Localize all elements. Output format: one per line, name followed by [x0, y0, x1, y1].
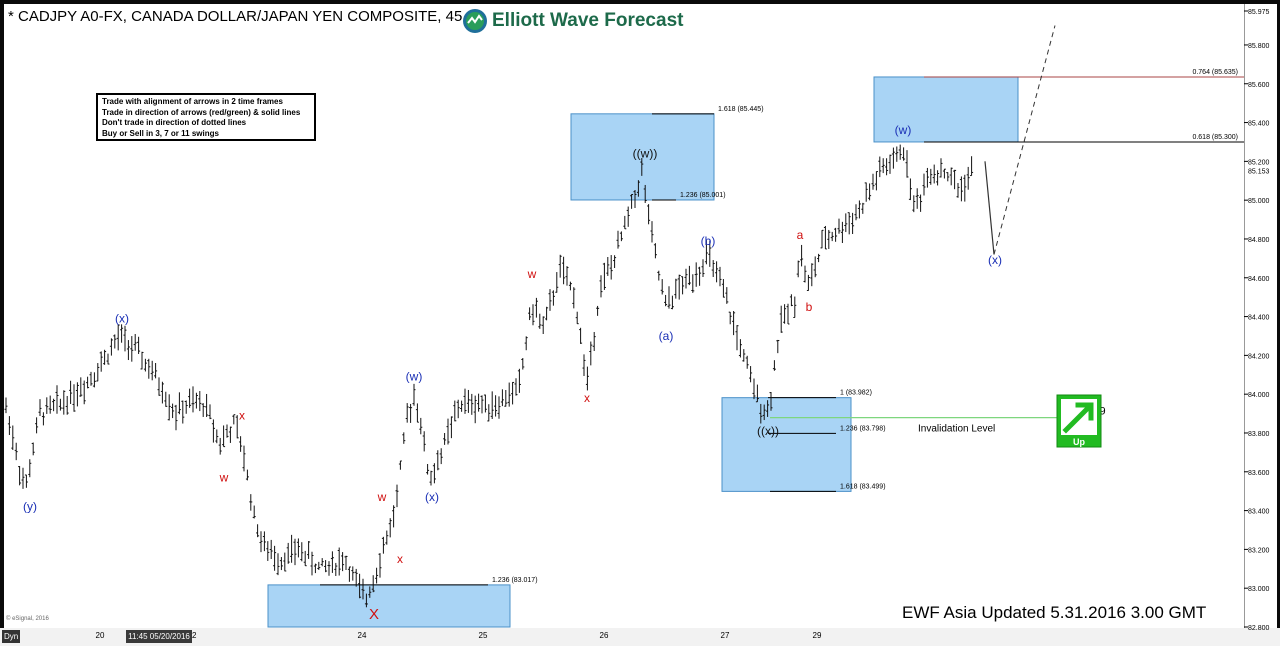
wave-label: a	[797, 228, 804, 242]
y-tick-label: 83.400	[1248, 509, 1270, 516]
y-tick-label: 84.800	[1248, 237, 1270, 244]
x-tick-label: 22	[188, 631, 197, 640]
y-tick-label: 84.200	[1248, 353, 1270, 360]
wave-label: (x)	[425, 490, 439, 504]
y-tick-label: 85.200	[1248, 159, 1270, 166]
x-tick-label: 24	[358, 631, 367, 640]
y-tick-label: 84.000	[1248, 392, 1270, 399]
up-arrow-label: Up	[1073, 437, 1085, 447]
wave-label: x	[584, 391, 590, 405]
wave-label: w	[377, 490, 387, 504]
y-tick-label: 85.400	[1248, 121, 1270, 128]
last-price-label: 85.153	[1248, 168, 1270, 175]
y-tick-label: 83.000	[1248, 586, 1270, 593]
trading-rules-box: Trade with alignment of arrows in 2 time…	[96, 93, 316, 141]
target-zone	[873, 76, 1019, 143]
projection-solid-line	[984, 161, 995, 255]
fib-level-label: 0.764 (85.635)	[1192, 69, 1238, 76]
y-tick-label: 85.800	[1248, 43, 1270, 50]
wave-label: x	[239, 408, 245, 422]
wave-label: (a)	[659, 329, 674, 343]
wave-label: w	[527, 267, 537, 281]
wave-label: ((x))	[757, 424, 779, 438]
wave-label: (w)	[406, 370, 423, 384]
logo-text: Elliott Wave Forecast	[492, 10, 684, 31]
wave-label: x	[397, 552, 403, 566]
time-axis[interactable]	[0, 628, 1280, 646]
projection-dotted-line	[993, 25, 1056, 255]
ewf-logo-icon	[463, 9, 487, 33]
y-tick-label: 85.975	[1248, 9, 1270, 16]
rule-line: Trade in direction of arrows (red/green)…	[102, 107, 301, 117]
x-tick-label: 25	[479, 631, 488, 640]
x-tick-label: 26	[600, 631, 609, 640]
y-tick-label: 84.400	[1248, 315, 1270, 322]
wave-label: (b)	[701, 234, 716, 248]
x-tick-label: 27	[721, 631, 730, 640]
rule-line: Trade with alignment of arrows in 2 time…	[102, 97, 283, 106]
invalidation-label: Invalidation Level	[918, 424, 995, 435]
dyn-button[interactable]: Dyn	[2, 630, 21, 643]
rule-line: Don't trade in direction of dotted lines	[102, 118, 247, 127]
ewf-logo: Elliott Wave Forecast	[462, 6, 690, 36]
y-tick-label: 83.600	[1248, 470, 1270, 477]
x-tick-label: 20	[96, 631, 105, 640]
up-arrow-icon	[1062, 402, 1094, 434]
target-zone	[721, 397, 852, 492]
update-timestamp: EWF Asia Updated 5.31.2016 3.00 GMT	[902, 603, 1207, 622]
fib-level-label: 1.236 (83.017)	[492, 577, 538, 584]
y-tick-label: 83.200	[1248, 547, 1270, 554]
wave-label: ((w))	[633, 146, 658, 160]
chart-title: * CADJPY A0-FX, CANADA DOLLAR/JAPAN YEN …	[8, 8, 488, 25]
target-zone	[267, 584, 511, 628]
wave-label: X	[369, 606, 379, 623]
cursor-date-label: 11:45 05/20/2016	[126, 630, 192, 643]
wave-label: w	[219, 470, 229, 484]
y-tick-label: 85.600	[1248, 82, 1270, 89]
y-tick-label: 82.800	[1248, 625, 1270, 632]
target-zone	[570, 113, 715, 201]
y-tick-label: 85.000	[1248, 198, 1270, 205]
copyright-text: © eSignal, 2016	[6, 616, 49, 622]
x-tick-label: 29	[813, 631, 822, 640]
y-tick-label: 84.600	[1248, 276, 1270, 283]
fib-level-label: 1.236 (85.001)	[680, 192, 726, 199]
fib-level-label: 1.618 (83.499)	[840, 483, 886, 490]
fib-level-label: 1 (83.982)	[840, 390, 872, 397]
rule-line: Buy or Sell in 3, 7 or 11 swings	[102, 128, 219, 138]
price-axis[interactable]	[1244, 4, 1277, 628]
y-tick-label: 83.800	[1248, 431, 1270, 438]
wave-label: b	[806, 300, 813, 314]
fib-level-label: 1.618 (85.445)	[718, 106, 764, 113]
wave-label: (x)	[115, 311, 129, 325]
wave-label: (w)	[895, 123, 912, 137]
wave-label: (x)	[988, 253, 1002, 267]
fib-level-label: 0.618 (85.300)	[1192, 134, 1238, 141]
wave-label: (y)	[23, 500, 37, 514]
fib-level-label: 1.236 (83.798)	[840, 425, 886, 432]
